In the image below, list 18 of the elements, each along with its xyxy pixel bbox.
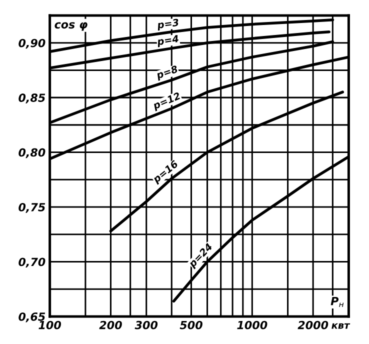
x-tick-label: 200	[99, 320, 122, 330]
y-axis-title: cos φ	[54, 22, 88, 31]
y-tick-label: 0,75	[18, 203, 46, 213]
text: p=3	[156, 18, 180, 31]
y-tick-label: 0,85	[18, 94, 46, 104]
x-tick-label: 1000	[237, 320, 268, 330]
x-tick-label: 2000	[298, 320, 328, 330]
y-tick-label: 0,80	[18, 148, 46, 158]
x-tick-label: 300	[134, 320, 158, 330]
x-tick-label: 100	[38, 320, 62, 330]
text: p=8	[155, 65, 179, 81]
text: квт	[332, 323, 350, 329]
y-tick-label: 0,70	[18, 258, 46, 268]
x-tick-label: 500	[180, 320, 202, 330]
text: p=4	[156, 34, 180, 48]
y-tick-label: 0,65	[18, 312, 46, 322]
y-tick-label: 0,90	[18, 38, 46, 49]
x-axis-title: P$_{н}$	[330, 297, 344, 307]
